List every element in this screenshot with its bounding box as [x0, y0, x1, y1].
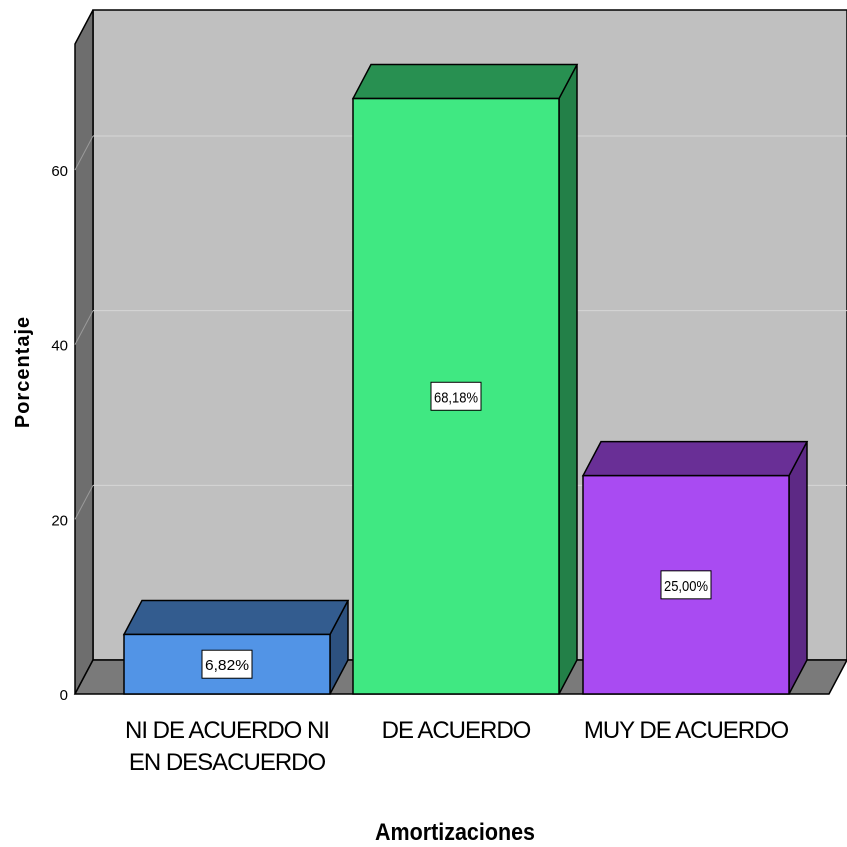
x-axis-title: Amortizaciones [375, 819, 535, 846]
data-label-box [660, 570, 712, 600]
bar-side [558, 64, 578, 695]
data-label-box [201, 649, 253, 679]
data-label-text: 25,00% [664, 578, 708, 595]
data-label: 25,00% [660, 570, 712, 600]
gridline-side [74, 485, 94, 520]
x-category-label: NI DE ACUERDO NI [125, 717, 329, 744]
data-label-text: 6,82% [205, 657, 249, 674]
bar: 68,18% [351, 63, 579, 695]
y-axis-ticks: 0 20 40 60 [51, 163, 68, 704]
y-axis-title: Porcentaje [12, 316, 34, 428]
bar-side [788, 441, 808, 695]
data-label: 68,18% [430, 381, 482, 411]
data-label: 6,82% [201, 649, 253, 679]
bar: 25,00% [581, 440, 809, 695]
side-wall [74, 9, 94, 695]
data-label-box [430, 381, 482, 411]
x-category-label: DE ACUERDO [382, 717, 531, 744]
y-tick-label: 20 [51, 512, 68, 529]
x-axis-categories: NI DE ACUERDO NI EN DESACUERDO DE ACUERDO M… [125, 717, 789, 776]
bar-top [351, 63, 579, 100]
y-tick-label: 0 [60, 687, 68, 704]
bar-top [122, 599, 350, 636]
gridline-side [74, 135, 94, 171]
gridline-side [74, 310, 94, 345]
x-category-label: MUY DE ACUERDO [584, 717, 789, 744]
y-tick-label: 60 [51, 163, 68, 180]
y-tick-label: 40 [51, 338, 68, 355]
x-category-label: EN DESACUERDO [129, 749, 326, 776]
bar-top [581, 440, 809, 477]
data-label-text: 68,18% [434, 389, 478, 406]
bar: 6,82% [122, 599, 350, 695]
bars: 6,82% 68,18% 25,00% [122, 63, 809, 695]
